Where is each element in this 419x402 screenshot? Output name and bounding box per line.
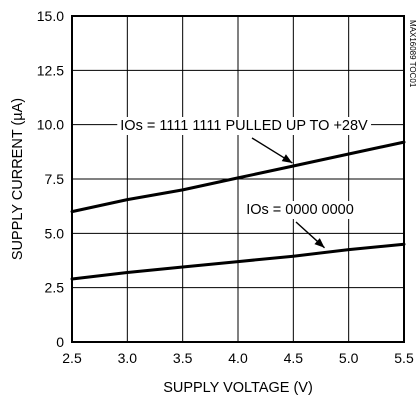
- series-line-1: [70, 140, 406, 214]
- x-axis-label: SUPPLY VOLTAGE (V): [163, 380, 313, 396]
- x-tick-label: 5.5: [394, 350, 414, 366]
- series-line-2: [70, 242, 406, 281]
- x-tick-label: 3.5: [173, 350, 193, 366]
- y-axis-label: SUPPLY CURRENT (µA): [10, 98, 26, 260]
- y-tick-labels: 0 2.5 5.0 7.5 10.0 12.5 15.0: [37, 8, 64, 350]
- annotation-bg-2: [243, 201, 357, 219]
- annotation-2-arrowhead: [314, 238, 325, 248]
- y-tick-label: 10.0: [37, 117, 64, 133]
- y-tick-label: 7.5: [45, 171, 65, 187]
- y-tick-label: 15.0: [37, 8, 64, 24]
- plot-frame: [71, 15, 405, 343]
- x-tick-label: 5.0: [339, 350, 359, 366]
- series-lines: [70, 140, 406, 281]
- annotation-1-arrowhead: [281, 154, 293, 163]
- annotations: IOs = 1111 1111 PULLED UP TO +28V IOs = 0…: [117, 117, 372, 249]
- y-tick-label: 2.5: [45, 280, 65, 296]
- annotation-bg-1: [117, 117, 372, 135]
- annotation-label-1: IOs = 1111 1111 PULLED UP TO +28V: [120, 118, 368, 134]
- y-tick-label: 0: [56, 334, 64, 350]
- y-tick-label: 5.0: [45, 225, 65, 241]
- annotation-label-2: IOs = 0000 0000: [246, 202, 354, 218]
- figure-code: MAX16089 TOC01: [408, 20, 417, 88]
- x-tick-label: 3.0: [118, 350, 138, 366]
- x-tick-label: 4.5: [284, 350, 304, 366]
- x-tick-label: 2.5: [62, 350, 82, 366]
- x-tick-labels: 2.5 3.0 3.5 4.0 4.5 5.0 5.5: [62, 350, 414, 366]
- y-tick-label: 12.5: [37, 62, 64, 78]
- x-tick-label: 4.0: [228, 350, 248, 366]
